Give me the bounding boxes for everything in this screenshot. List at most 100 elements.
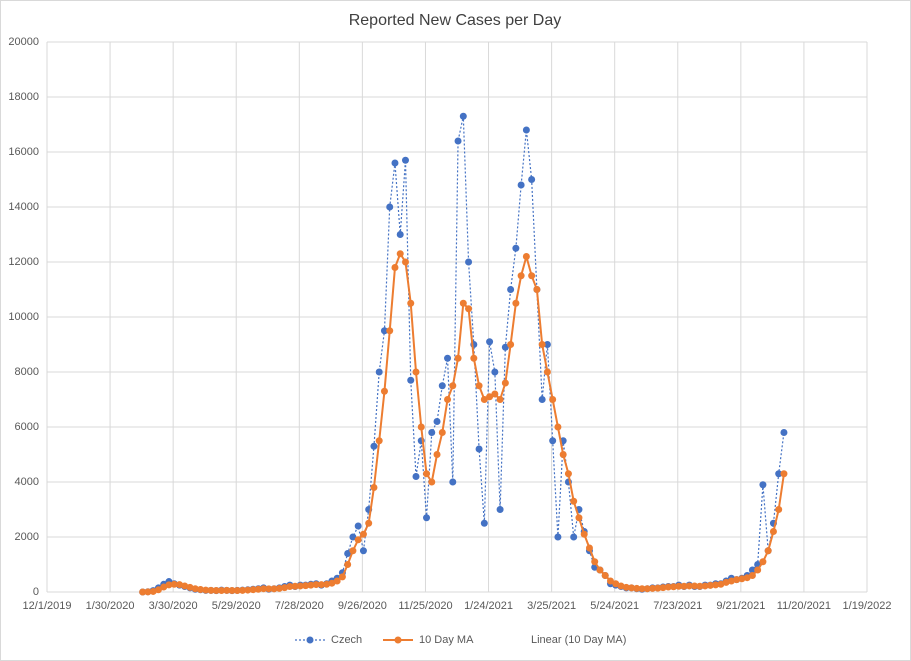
data-point — [528, 272, 536, 280]
x-tick-label: 11/25/2020 — [398, 600, 452, 612]
data-point — [543, 341, 551, 348]
data-point — [391, 159, 399, 167]
data-point — [670, 583, 678, 591]
data-point — [712, 581, 720, 589]
data-point — [438, 382, 446, 390]
data-point — [218, 586, 226, 594]
data-point — [407, 299, 415, 307]
data-point — [501, 379, 509, 387]
y-tick-label: 2000 — [15, 531, 39, 543]
data-point — [375, 437, 383, 445]
data-point — [317, 581, 325, 589]
x-tick-label: 7/28/2020 — [275, 600, 324, 612]
data-point — [549, 396, 557, 403]
legend-label: Linear (10 Day MA) — [531, 634, 626, 646]
data-point — [507, 286, 515, 293]
data-point — [344, 550, 352, 557]
data-point — [522, 253, 530, 260]
data-point — [380, 327, 388, 335]
y-tick-label: 14000 — [8, 201, 39, 213]
data-point — [491, 368, 499, 376]
data-point — [475, 445, 483, 453]
data-point — [459, 112, 467, 120]
data-point — [628, 584, 636, 592]
data-point — [239, 586, 247, 594]
data-point — [491, 390, 499, 398]
data-point — [160, 583, 168, 591]
data-point — [486, 338, 494, 346]
data-point — [165, 581, 173, 589]
data-point — [191, 585, 199, 593]
data-point — [570, 533, 578, 541]
data-point — [659, 584, 667, 592]
data-point — [775, 470, 783, 478]
data-point — [517, 181, 525, 189]
data-point — [706, 581, 714, 589]
data-point — [423, 470, 431, 478]
data-point — [454, 354, 462, 362]
data-point — [622, 583, 630, 591]
legend-label: Czech — [331, 634, 362, 646]
data-point — [738, 575, 746, 583]
data-point — [501, 343, 509, 351]
data-point — [759, 558, 767, 566]
data-point — [302, 582, 310, 590]
data-point — [186, 583, 194, 591]
x-tick-label: 9/21/2021 — [716, 600, 765, 612]
data-point — [365, 519, 373, 527]
x-tick-label: 9/26/2020 — [338, 600, 387, 612]
y-tick-label: 10000 — [8, 311, 39, 323]
data-point — [449, 382, 457, 390]
data-point — [769, 528, 777, 535]
data-point — [181, 582, 189, 590]
data-point — [396, 231, 404, 238]
series — [139, 250, 788, 596]
data-point — [470, 354, 478, 362]
data-point — [281, 584, 289, 592]
data-point — [270, 585, 278, 593]
y-tick-label: 20000 — [8, 36, 39, 48]
data-point — [575, 514, 583, 522]
data-point — [170, 580, 178, 588]
data-point — [228, 586, 236, 594]
data-point — [207, 586, 215, 594]
data-point — [685, 582, 693, 590]
data-point — [407, 376, 415, 384]
data-point — [564, 470, 572, 478]
data-point — [633, 584, 641, 592]
data-point — [748, 572, 756, 579]
data-point — [748, 566, 756, 574]
data-point — [349, 547, 357, 555]
data-point — [459, 299, 467, 307]
data-point — [717, 580, 725, 588]
data-point — [780, 429, 788, 436]
data-point — [249, 586, 257, 594]
data-point — [291, 582, 299, 590]
data-point — [517, 272, 525, 280]
data-point — [307, 581, 315, 589]
legend-marker — [394, 636, 402, 644]
data-point — [465, 258, 473, 266]
data-point — [386, 327, 394, 335]
data-point — [649, 584, 657, 592]
data-point — [533, 286, 541, 293]
data-point — [743, 574, 751, 582]
data-point — [412, 368, 420, 376]
data-point — [370, 484, 378, 491]
data-point — [401, 156, 409, 164]
data-point — [323, 580, 331, 588]
data-point — [580, 530, 588, 538]
data-point — [585, 544, 593, 552]
data-point — [423, 514, 431, 522]
data-point — [507, 341, 515, 348]
data-point — [454, 137, 462, 145]
x-tick-label: 1/19/2022 — [843, 600, 892, 612]
data-point — [596, 566, 604, 574]
data-point — [233, 586, 241, 594]
data-point — [444, 396, 452, 403]
data-point — [727, 577, 735, 585]
data-point — [438, 429, 446, 436]
legend-marker — [306, 636, 314, 644]
data-point — [260, 585, 268, 593]
